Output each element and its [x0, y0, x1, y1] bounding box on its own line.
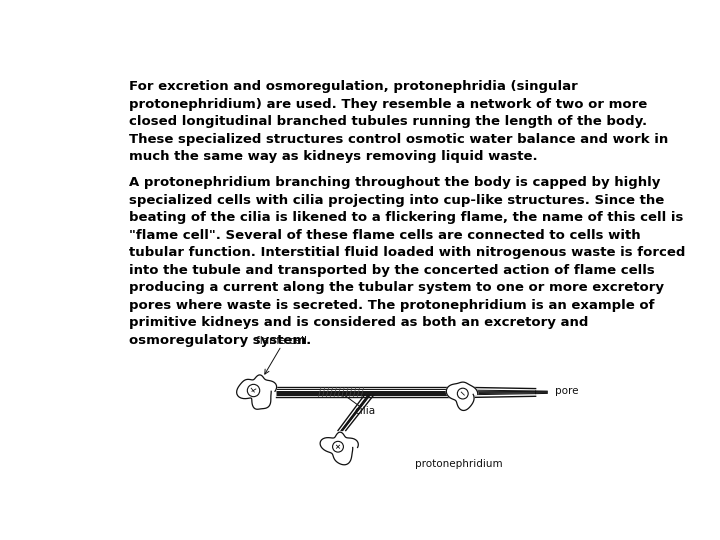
Text: protonephridium: protonephridium [415, 458, 503, 469]
Text: cilia: cilia [354, 406, 376, 416]
Text: A protonephridium branching throughout the body is capped by highly
specialized : A protonephridium branching throughout t… [129, 177, 685, 347]
Text: For excretion and osmoregulation, protonephridia (singular
protonephridium) are : For excretion and osmoregulation, proton… [129, 80, 668, 163]
Text: flame cell: flame cell [256, 336, 307, 346]
Polygon shape [320, 432, 359, 465]
Circle shape [457, 388, 468, 399]
Text: pore: pore [555, 386, 578, 395]
Circle shape [333, 441, 343, 452]
Circle shape [248, 384, 260, 397]
Polygon shape [237, 375, 276, 409]
Polygon shape [446, 382, 478, 410]
